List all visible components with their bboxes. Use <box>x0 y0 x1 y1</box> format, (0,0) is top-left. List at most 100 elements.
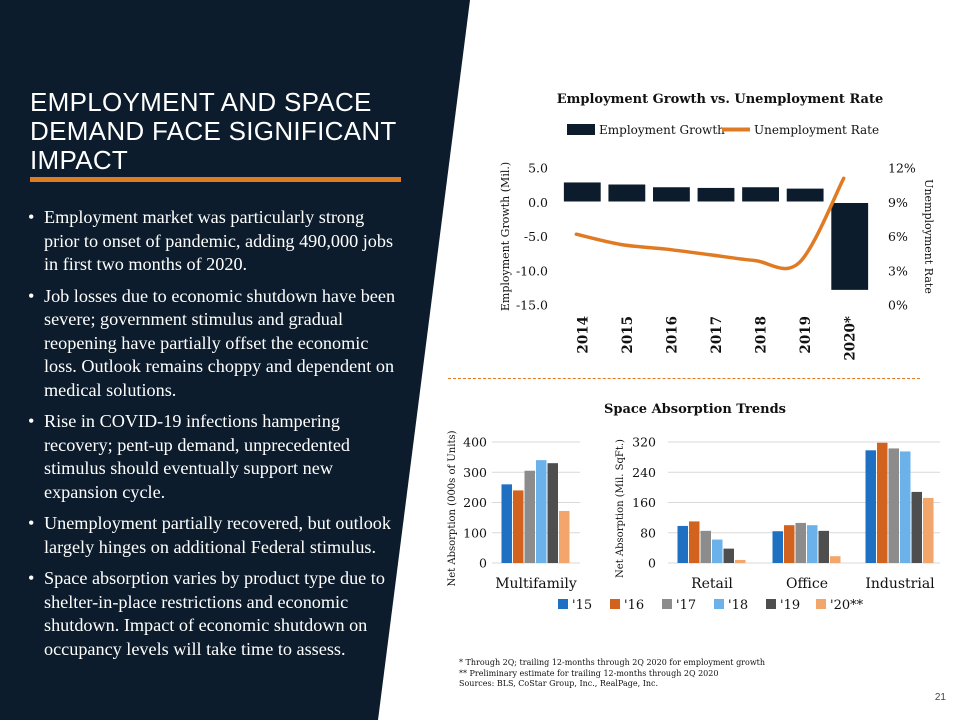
absorption-bar <box>830 556 841 563</box>
absorption-bar <box>795 522 806 563</box>
employment-growth-bar <box>829 201 870 292</box>
legend-swatch <box>714 599 724 609</box>
absorption-chart-title: Space Absorption Trends <box>603 402 787 417</box>
y-axis-tick-label: 0 <box>648 556 656 571</box>
absorption-bar <box>818 530 829 563</box>
footnote-line: Sources: BLS, CoStar Group, Inc., RealPa… <box>459 679 659 688</box>
y-axis-tick-label: 200 <box>463 495 487 510</box>
y-axis-tick-label: -15.0 <box>516 298 548 313</box>
employment-growth-bar <box>696 186 736 203</box>
absorption-bar <box>865 450 876 563</box>
absorption-bar <box>807 525 818 563</box>
absorption-bar <box>677 525 688 563</box>
legend-swatch <box>816 599 826 609</box>
y-axis-title: Employment Growth (Mil.) <box>499 162 512 311</box>
footnote-line: * Through 2Q; trailing 12-months through… <box>459 658 766 667</box>
employment-growth-bar <box>562 180 603 203</box>
employment-chart-title: Employment Growth vs. Unemployment Rate <box>556 92 884 107</box>
x-axis-category-label: Retail <box>691 576 733 592</box>
absorption-bar <box>900 451 911 563</box>
y-axis-tick-label: 240 <box>632 465 656 480</box>
y-axis-title: Net Absorption (000s of Units) <box>447 430 458 586</box>
unemployment-rate-line <box>574 176 846 271</box>
employment-growth-bar <box>740 185 781 203</box>
bullet-item: Space absorption varies by product type … <box>28 567 400 661</box>
y-axis-tick-label: 160 <box>632 495 656 510</box>
absorption-bar <box>723 548 734 563</box>
x-axis-category-label: 2019 <box>798 316 814 354</box>
x-axis-category-label: Multifamily <box>495 576 577 592</box>
legend-swatch <box>558 599 568 609</box>
bullet-item: Unemployment partially recovered, but ou… <box>28 512 400 559</box>
y-axis-tick-label: 400 <box>463 435 487 450</box>
absorption-bar <box>536 460 547 563</box>
legend-label: '18 <box>728 598 748 613</box>
y2-axis-tick-label: 3% <box>888 263 908 278</box>
x-axis-category-label: 2020* <box>843 316 859 361</box>
employment-growth-bar <box>785 187 826 204</box>
y-axis-tick-label: 100 <box>463 525 487 540</box>
x-axis-category-label: Office <box>786 576 828 592</box>
legend-label-unemployment-rate: Unemployment Rate <box>754 123 879 137</box>
page-number: 21 <box>934 692 946 703</box>
absorption-bar <box>712 539 723 563</box>
absorption-bar <box>547 463 558 563</box>
legend-swatch <box>610 599 620 609</box>
y2-axis-tick-label: 0% <box>888 298 908 313</box>
y-axis-tick-label: -10.0 <box>516 263 548 278</box>
absorption-bar <box>923 497 934 563</box>
absorption-bar <box>772 531 783 563</box>
absorption-bar <box>501 484 512 563</box>
absorption-bar <box>689 521 700 563</box>
absorption-bar <box>911 491 922 563</box>
y-axis-tick-label: 5.0 <box>528 161 548 176</box>
y-axis-title: Net Absorption (Mil. SqFt.) <box>615 439 626 578</box>
y2-axis-title: Unemployment Rate <box>922 179 935 294</box>
section-divider <box>448 378 920 379</box>
absorption-bar <box>735 559 746 563</box>
y2-axis-tick-label: 12% <box>888 161 916 176</box>
absorption-bar <box>877 442 888 563</box>
footnote-line: ** Preliminary estimate for trailing 12-… <box>459 668 719 678</box>
slide-title: EMPLOYMENT AND SPACE DEMAND FACE SIGNIFI… <box>30 87 397 175</box>
legend-label-employment-growth: Employment Growth <box>599 123 725 137</box>
y2-axis-tick-label: 6% <box>888 229 908 244</box>
legend-swatch <box>766 599 776 609</box>
x-axis-category-label: Industrial <box>865 576 935 592</box>
footnotes: * Through 2Q; trailing 12-months through… <box>459 658 919 690</box>
y-axis-tick-label: 320 <box>632 435 656 450</box>
bullet-item: Rise in COVID-19 infections hampering re… <box>28 410 400 504</box>
legend-swatch-employment-growth <box>567 124 595 135</box>
absorption-bar <box>513 490 524 563</box>
absorption-bar <box>559 510 570 563</box>
y-axis-tick-label: 0 <box>479 556 487 571</box>
y-axis-tick-label: 80 <box>640 525 656 540</box>
y2-axis-tick-label: 9% <box>888 195 908 210</box>
legend-label: '20** <box>830 598 864 613</box>
bullet-item: Employment market was particularly stron… <box>28 206 400 277</box>
employment-growth-bar <box>606 183 647 204</box>
employment-growth-bar <box>651 185 692 203</box>
y-axis-tick-label: 300 <box>463 465 487 480</box>
x-axis-category-label: 2017 <box>709 316 725 354</box>
bullet-list: Employment market was particularly stron… <box>28 206 400 669</box>
title-underline <box>30 177 401 182</box>
legend-label: '16 <box>624 598 644 613</box>
legend-label: '17 <box>676 598 696 613</box>
bullet-item: Job losses due to economic shutdown have… <box>28 285 400 403</box>
x-axis-category-label: 2016 <box>664 316 680 354</box>
absorption-bar <box>784 525 795 563</box>
x-axis-category-label: 2014 <box>575 316 591 354</box>
y-axis-tick-label: 0.0 <box>528 195 548 210</box>
legend-label: '15 <box>572 598 592 613</box>
legend-swatch <box>662 599 672 609</box>
absorption-bar <box>700 530 711 563</box>
x-axis-category-label: 2015 <box>620 316 636 354</box>
absorption-bar <box>524 470 535 563</box>
legend-label: '19 <box>780 598 800 613</box>
y-axis-tick-label: -5.0 <box>524 229 548 244</box>
absorption-bar <box>888 448 899 563</box>
x-axis-category-label: 2018 <box>754 316 770 354</box>
